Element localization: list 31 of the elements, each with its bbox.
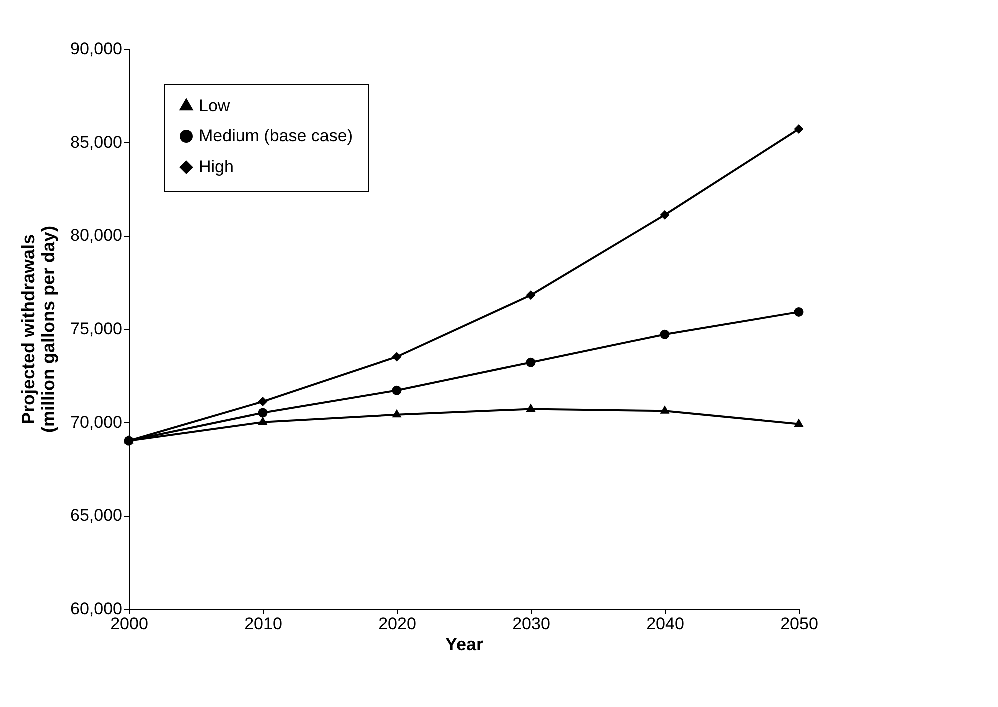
y-axis-title: Projected withdrawals (million gallons per day) [18,226,59,434]
y-tick-label: 65,000 [70,506,122,526]
x-tick-label: 2020 [378,614,416,634]
x-tick-label: 2050 [780,614,818,634]
x-tick-label: 2040 [646,614,684,634]
point [392,409,402,418]
point [794,124,804,134]
x-axis-title: Year [445,634,484,654]
point [526,358,536,368]
legend-label: Medium (base case) [199,126,354,146]
point [258,408,268,418]
legend-label: High [199,158,234,176]
point [258,397,268,407]
point [526,404,536,412]
legend-label: Low [199,96,231,116]
y-tick-label: 80,000 [70,226,122,246]
point [660,210,670,220]
x-tick-label: 2030 [512,614,550,634]
y-tick-label: 75,000 [70,320,122,338]
y-tick-label: 90,000 [70,40,122,58]
point [660,330,670,340]
point [526,290,536,300]
y-tick-label: 85,000 [70,132,122,152]
point [392,352,402,362]
y-tick-label: 70,000 [70,412,122,432]
point [392,386,402,396]
point [258,416,268,426]
point [794,418,804,427]
x-tick-label: 2010 [244,614,282,634]
point [794,307,804,317]
point [660,406,670,414]
